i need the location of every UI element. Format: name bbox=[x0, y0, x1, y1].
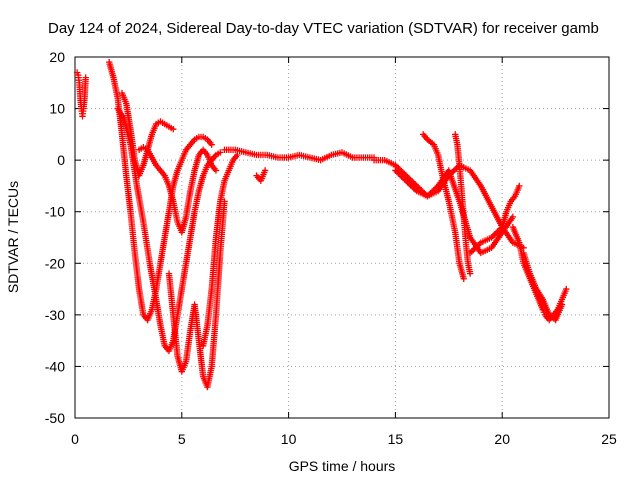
point-markers bbox=[520, 249, 566, 324]
series-spike-up-18 bbox=[452, 131, 474, 277]
point-markers bbox=[118, 89, 177, 179]
series-lower-v bbox=[165, 198, 228, 391]
point-markers bbox=[466, 182, 523, 257]
grid bbox=[75, 57, 609, 418]
plot-frame bbox=[74, 56, 610, 419]
series-mid-loop bbox=[135, 144, 220, 236]
series-rise-after-dip bbox=[199, 151, 241, 349]
point-markers bbox=[199, 151, 241, 349]
chart-title: Day 124 of 2024, Sidereal Day-to-day VTE… bbox=[48, 20, 599, 37]
y-tick-label: 20 bbox=[49, 49, 65, 65]
ticks: 0 5 10 15 20 25 20 10 0 -10 -20 -30 -40 -50 bbox=[45, 49, 617, 447]
x-tick-label: 10 bbox=[281, 431, 297, 447]
series-late-dip-b bbox=[520, 249, 566, 324]
x-tick-label: 20 bbox=[494, 431, 510, 447]
point-markers bbox=[114, 105, 224, 355]
x-axis-label: GPS time / hours bbox=[289, 458, 396, 474]
series-flat-7-14 bbox=[221, 146, 378, 164]
series-spike-up-16-17 bbox=[419, 131, 467, 282]
point-markers bbox=[253, 167, 269, 184]
x-tick-label: 0 bbox=[71, 431, 79, 447]
point-markers bbox=[135, 144, 220, 236]
series-deep-dip-b bbox=[114, 105, 224, 355]
x-tick-label: 5 bbox=[178, 431, 186, 447]
series-dip-8-9 bbox=[253, 167, 269, 184]
y-tick-label: -10 bbox=[45, 204, 65, 220]
y-tick-label: -50 bbox=[45, 410, 65, 426]
y-tick-label: -30 bbox=[45, 307, 65, 323]
x-tick-label: 25 bbox=[601, 431, 617, 447]
series-upper-arch bbox=[118, 89, 177, 179]
point-markers bbox=[165, 198, 228, 391]
y-tick-label: -20 bbox=[45, 255, 65, 271]
point-markers bbox=[221, 146, 378, 164]
series-tail-19-21 bbox=[466, 182, 523, 257]
x-tick-label: 15 bbox=[388, 431, 404, 447]
point-markers bbox=[73, 69, 89, 120]
data-points bbox=[73, 58, 570, 391]
y-axis-label: SDTVAR / TECUs bbox=[5, 181, 21, 293]
y-tick-label: 0 bbox=[57, 152, 65, 168]
y-tick-label: -40 bbox=[45, 358, 65, 374]
point-markers bbox=[452, 131, 474, 277]
y-tick-label: 10 bbox=[49, 101, 65, 117]
series-early-short bbox=[73, 69, 89, 120]
point-markers bbox=[419, 131, 467, 282]
